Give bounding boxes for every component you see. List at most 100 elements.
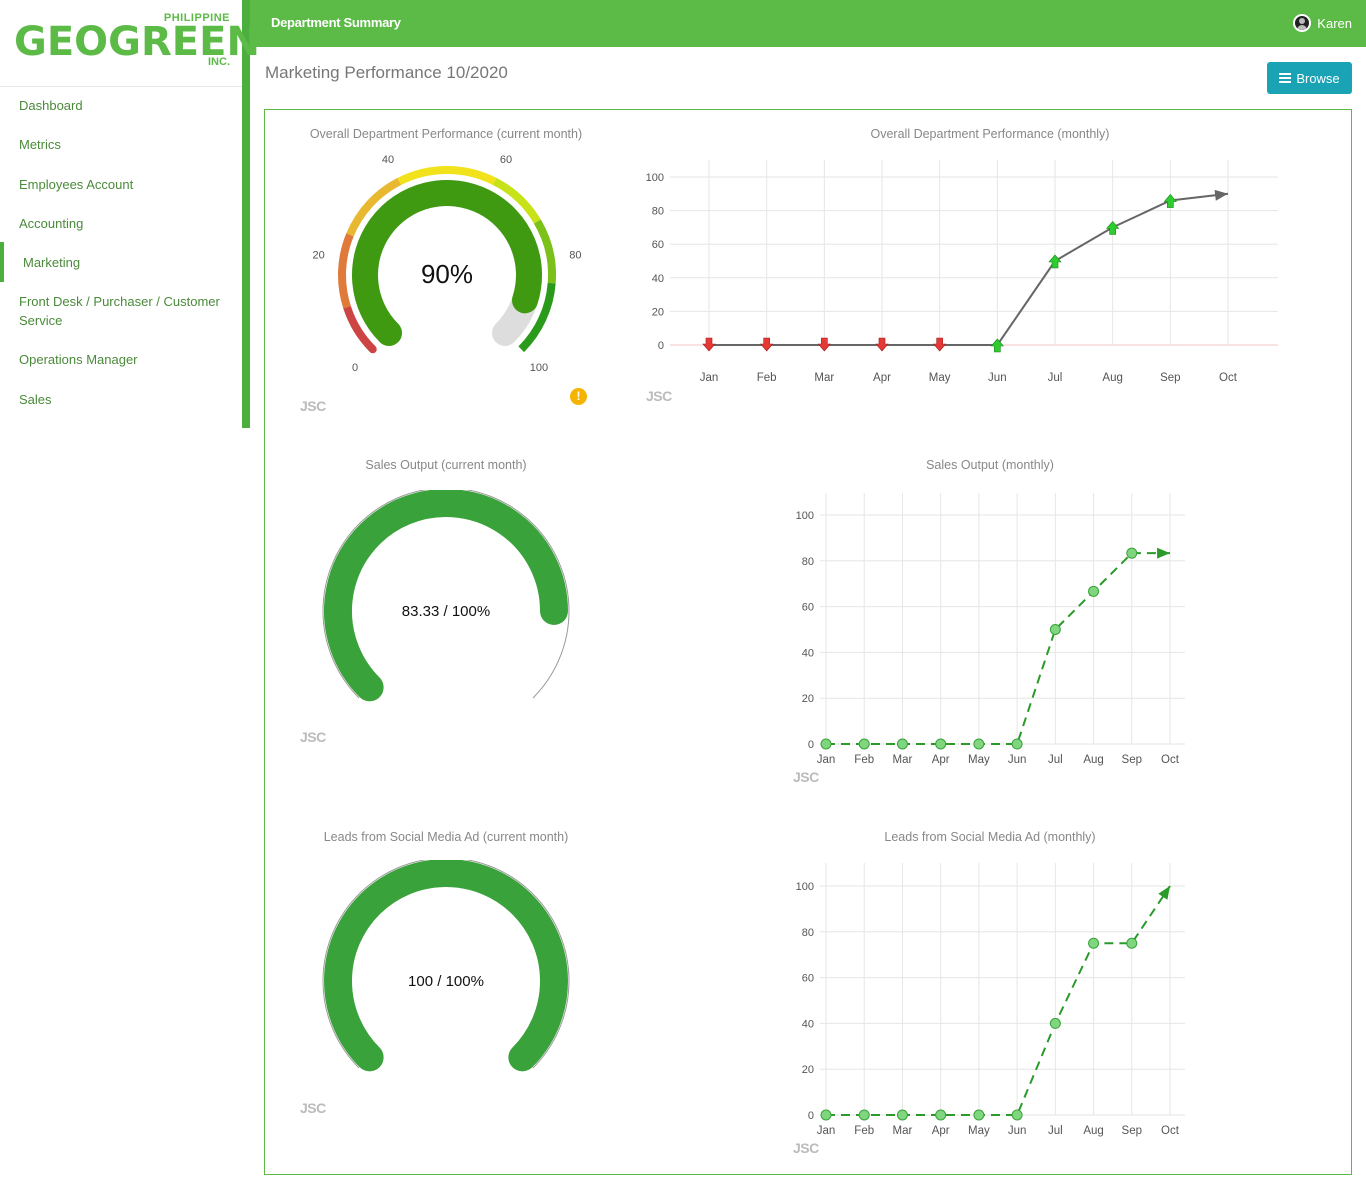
x-tick-label: Sep bbox=[1122, 754, 1142, 766]
x-tick-label: Jan bbox=[817, 1125, 836, 1137]
logo-top-text: PHILIPPINE bbox=[163, 12, 230, 24]
user-name: Karen bbox=[1317, 15, 1352, 31]
line-chart-social-leads: 0 20 40 60 80 100 Jan Feb Mar Apr May Jun Jul Aug Sep O… bbox=[796, 863, 1185, 1137]
x-tick-label: Jul bbox=[1048, 372, 1063, 384]
x-tick-label: Jan bbox=[817, 754, 836, 766]
data-point bbox=[935, 738, 947, 750]
gauge-value-label: 100 / 100% bbox=[408, 973, 484, 990]
sidebar-item-operations-manager[interactable]: Operations Manager bbox=[19, 352, 138, 367]
x-tick-label: Mar bbox=[814, 372, 834, 384]
watermark-logo: JSC bbox=[646, 388, 672, 404]
data-point bbox=[820, 1109, 832, 1121]
sidebar-item-sales[interactable]: Sales bbox=[19, 392, 52, 407]
x-tick-label: Jun bbox=[1008, 754, 1027, 766]
gauge-tick-label: 0 bbox=[352, 362, 358, 374]
y-tick-label: 60 bbox=[802, 973, 814, 985]
x-tick-label: Sep bbox=[1122, 1125, 1142, 1137]
data-point bbox=[1049, 1017, 1061, 1029]
y-tick-label: 60 bbox=[802, 602, 814, 614]
x-tick-label: Feb bbox=[757, 372, 777, 384]
y-tick-label: 100 bbox=[646, 172, 664, 184]
data-point bbox=[1126, 937, 1138, 949]
x-tick-label: May bbox=[929, 372, 951, 384]
down-arrow-icon bbox=[875, 337, 889, 352]
chart-title-sales-current: Sales Output (current month) bbox=[365, 458, 527, 472]
gauge-value-label: 90% bbox=[421, 259, 473, 289]
series-line bbox=[709, 192, 1229, 346]
gauge-value-arc bbox=[324, 860, 568, 1072]
x-tick-label: Apr bbox=[932, 1125, 950, 1137]
gauge-scale-band bbox=[397, 166, 497, 186]
x-tick-label: Apr bbox=[873, 372, 891, 384]
gauge-outline bbox=[322, 860, 570, 1069]
data-point bbox=[858, 1109, 870, 1121]
sidebar-item-accounting[interactable]: Accounting bbox=[19, 216, 84, 231]
x-tick-label: Mar bbox=[893, 1125, 913, 1137]
data-point bbox=[935, 1109, 947, 1121]
up-arrow-icon bbox=[1163, 194, 1177, 208]
sidebar-item-employees-account[interactable]: Employees Account bbox=[19, 177, 134, 192]
x-tick-label: Jun bbox=[988, 372, 1007, 384]
watermark-logo: JSC bbox=[793, 769, 819, 785]
gauge-tick-label: 80 bbox=[569, 250, 581, 262]
trend-arrow-icon bbox=[1214, 189, 1228, 201]
sidebar-item-front-desk[interactable]: Front Desk / Purchaser / Customer Servic… bbox=[19, 294, 220, 328]
line-chart-sales-output: 0 20 40 60 80 100 Jan Feb Mar Apr May Jun Jul Aug Sep O… bbox=[796, 493, 1185, 766]
x-tick-label: Feb bbox=[854, 754, 874, 766]
data-point bbox=[973, 1109, 985, 1121]
y-tick-label: 100 bbox=[796, 510, 814, 522]
data-point bbox=[973, 738, 985, 750]
gauge-scale-band bbox=[533, 219, 556, 284]
line-chart-overall-performance: 0 20 40 60 80 100 Jan Feb Mar Apr May Jun Jul Aug Sep O… bbox=[646, 160, 1278, 384]
down-arrow-icon bbox=[933, 337, 947, 352]
gauge-value-label: 83.33 / 100% bbox=[402, 603, 490, 620]
sidebar-item-metrics[interactable]: Metrics bbox=[19, 137, 61, 152]
page-title: Marketing Performance 10/2020 bbox=[265, 63, 508, 82]
up-arrow-icon bbox=[990, 338, 1004, 353]
menu-bars-icon bbox=[1279, 73, 1292, 83]
company-logo[interactable]: PHILIPPINE GEOGREEN INC. bbox=[14, 10, 260, 72]
y-tick-label: 60 bbox=[652, 239, 664, 251]
data-point bbox=[896, 738, 908, 750]
y-tick-label: 80 bbox=[652, 206, 664, 218]
y-tick-label: 100 bbox=[796, 881, 814, 893]
y-tick-label: 20 bbox=[802, 1064, 814, 1076]
gauge-sales-output: 83.33 / 100% bbox=[322, 490, 570, 702]
down-arrow-icon bbox=[760, 337, 774, 352]
x-tick-label: May bbox=[968, 1125, 990, 1137]
gauge-scale-band bbox=[346, 177, 402, 237]
data-point bbox=[1011, 738, 1023, 750]
gauge-value-arc bbox=[324, 490, 568, 702]
logo-name: GEOGREEN bbox=[14, 19, 260, 65]
y-tick-label: 40 bbox=[802, 1018, 814, 1030]
sidebar: PHILIPPINE GEOGREEN INC. Dashboard Metri… bbox=[0, 0, 260, 428]
chart-title-leads-current: Leads from Social Media Ad (current mont… bbox=[323, 830, 569, 844]
down-arrow-icon bbox=[702, 337, 716, 352]
top-bar: Department Summary Karen bbox=[250, 0, 1366, 47]
x-tick-label: Feb bbox=[854, 1125, 874, 1137]
gauge-value-arc bbox=[352, 180, 542, 346]
sidebar-item-dashboard[interactable]: Dashboard bbox=[19, 98, 83, 113]
x-tick-label: Oct bbox=[1161, 754, 1180, 766]
x-tick-label: Jul bbox=[1048, 1125, 1063, 1137]
data-point bbox=[1049, 624, 1061, 635]
x-tick-label: Jun bbox=[1008, 1125, 1027, 1137]
watermark-logo: JSC bbox=[300, 1100, 326, 1116]
sidebar-nav: Dashboard Metrics Employees Account Acco… bbox=[0, 86, 242, 409]
y-tick-label: 20 bbox=[652, 306, 664, 318]
x-tick-label: Aug bbox=[1083, 1125, 1103, 1137]
gauge-tick-label: 100 bbox=[530, 362, 548, 374]
data-point bbox=[1088, 937, 1100, 949]
gauge-overall-performance: 90% 0 20 40 60 80 100 bbox=[312, 154, 581, 374]
watermark-logo: JSC bbox=[793, 1140, 819, 1156]
sidebar-item-marketing[interactable]: Marketing bbox=[0, 242, 242, 282]
user-menu[interactable]: Karen bbox=[1293, 14, 1352, 32]
data-point bbox=[1011, 1109, 1023, 1121]
browse-button[interactable]: Browse bbox=[1267, 62, 1352, 94]
trend-arrow-icon bbox=[1157, 547, 1170, 559]
x-tick-label: Jul bbox=[1048, 754, 1063, 766]
y-tick-label: 20 bbox=[802, 693, 814, 705]
x-tick-label: Oct bbox=[1161, 1125, 1180, 1137]
logo-suffix: INC. bbox=[208, 56, 230, 68]
warning-icon[interactable]: ! bbox=[570, 388, 587, 405]
